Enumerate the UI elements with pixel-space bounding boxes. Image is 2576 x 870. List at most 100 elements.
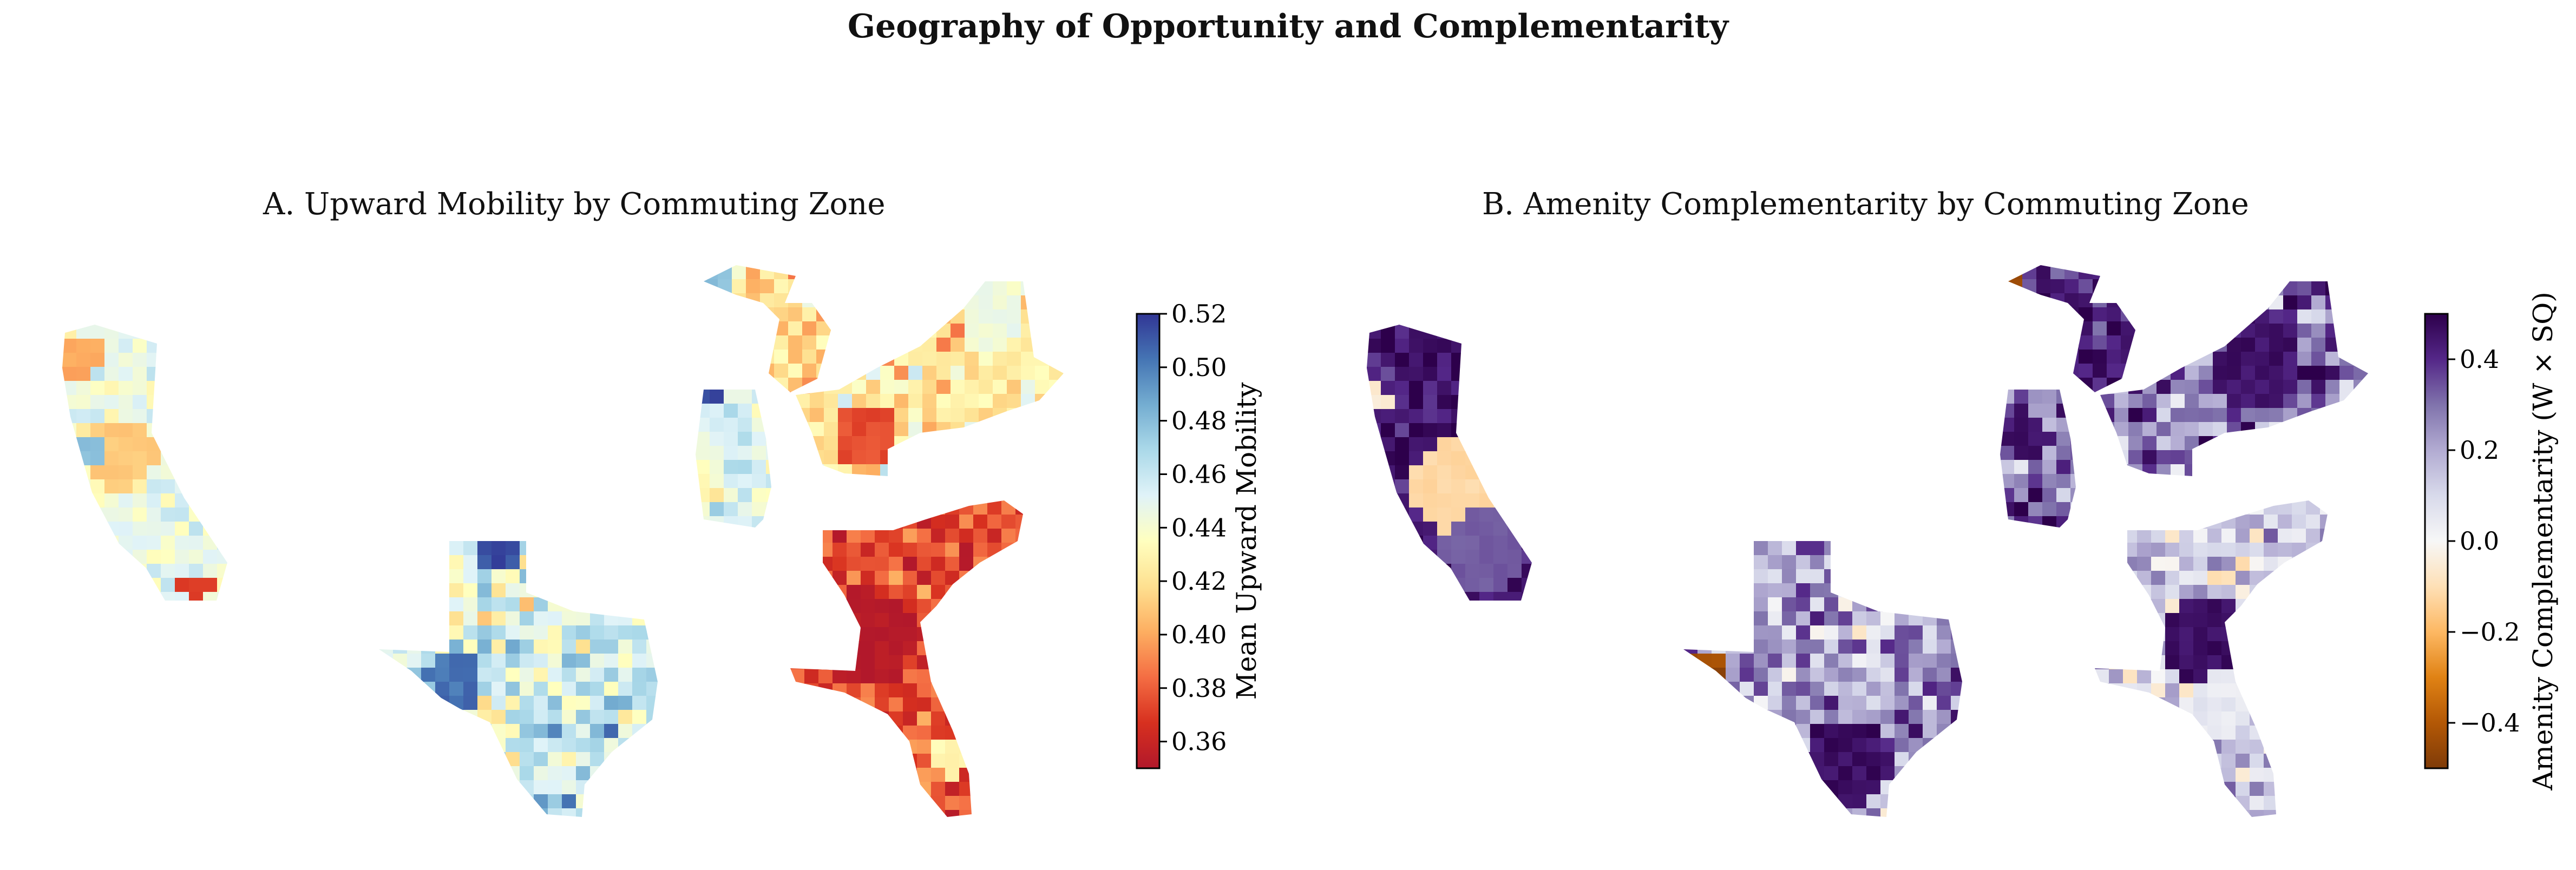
commuting-zone <box>903 669 917 684</box>
commuting-zone <box>2095 557 2109 571</box>
commuting-zone <box>1367 423 1381 438</box>
commuting-zone <box>903 571 917 585</box>
commuting-zone <box>76 353 91 367</box>
commuting-zone <box>90 339 105 353</box>
commuting-zone <box>2264 810 2278 817</box>
commuting-zone <box>1683 738 1698 753</box>
commuting-zone <box>2207 782 2222 796</box>
commuting-zone <box>724 502 738 517</box>
commuting-zone <box>1782 555 1797 570</box>
commuting-zone <box>908 380 923 394</box>
commuting-zone <box>880 422 895 437</box>
commuting-zone <box>1754 668 1768 682</box>
commuting-zone <box>2306 726 2321 740</box>
commuting-zone <box>1683 555 1698 570</box>
commuting-zone <box>2109 754 2123 768</box>
commuting-zone <box>2297 295 2312 310</box>
commuting-zone <box>2368 281 2382 296</box>
commuting-zone <box>2241 338 2256 352</box>
commuting-zone <box>119 522 133 536</box>
commuting-zone <box>908 394 923 408</box>
commuting-zone <box>1782 611 1797 626</box>
commuting-zone <box>1740 780 1754 795</box>
commuting-zone <box>2207 810 2222 817</box>
commuting-zone <box>104 465 119 480</box>
commuting-zone <box>2121 350 2135 364</box>
commuting-zone <box>2179 683 2194 698</box>
commuting-zone <box>1409 536 1424 550</box>
commuting-zone <box>2306 669 2321 684</box>
commuting-zone <box>2142 450 2157 465</box>
commuting-zone <box>2227 436 2241 451</box>
commuting-zone <box>2165 571 2180 585</box>
commuting-zone <box>477 625 492 640</box>
commuting-zone <box>590 738 605 753</box>
commuting-zone <box>2137 726 2152 740</box>
commuting-zone <box>917 768 932 782</box>
commuting-zone <box>2311 422 2326 437</box>
commuting-zone <box>866 394 881 408</box>
commuting-zone <box>2157 324 2171 338</box>
commuting-zone <box>2306 754 2321 768</box>
commuting-zone <box>2171 352 2185 366</box>
commuting-zone <box>2368 295 2382 310</box>
colorbar-tick-label: 0.46 <box>1171 459 1227 489</box>
commuting-zone <box>1726 597 1740 612</box>
commuting-zone <box>1479 465 1494 480</box>
commuting-zone <box>917 585 932 599</box>
commuting-zone <box>922 366 937 380</box>
commuting-zone <box>2008 279 2023 294</box>
commuting-zone <box>2264 627 2278 642</box>
commuting-zone <box>1740 724 1754 739</box>
commuting-zone <box>1866 640 1881 654</box>
commuting-zone <box>1465 465 1480 480</box>
commuting-zone <box>491 597 506 612</box>
commuting-zone <box>2028 516 2043 528</box>
commuting-zone <box>604 640 619 654</box>
commuting-zone <box>2121 364 2135 378</box>
commuting-zone <box>2128 464 2143 476</box>
commuting-zone <box>203 550 218 564</box>
commuting-zone <box>903 641 917 656</box>
commuting-zone <box>1824 541 1839 556</box>
commuting-zone <box>2320 641 2328 656</box>
commuting-zone <box>2283 281 2298 296</box>
commuting-zone <box>2064 335 2079 350</box>
commuting-zone <box>2165 683 2180 698</box>
commuting-zone <box>646 682 658 696</box>
commuting-zone <box>119 507 133 522</box>
commuting-zone <box>2142 281 2157 296</box>
commuting-zone <box>2070 488 2076 503</box>
commuting-zone <box>2114 380 2129 394</box>
panel-a-title: A. Upward Mobility by Commuting Zone <box>263 187 886 222</box>
commuting-zone <box>1507 578 1522 592</box>
commuting-zone <box>2199 324 2213 338</box>
commuting-zone <box>2320 613 2328 628</box>
commuting-zone <box>1395 339 1410 353</box>
commuting-zone <box>2250 500 2264 515</box>
commuting-zone <box>917 726 932 740</box>
commuting-zone <box>1852 682 1867 696</box>
commuting-zone <box>2213 281 2227 296</box>
commuting-zone <box>1923 766 1937 781</box>
commuting-zone <box>2241 352 2256 366</box>
commuting-zone <box>1923 808 1937 817</box>
commuting-zone <box>90 423 105 438</box>
commuting-zone <box>1522 325 1532 339</box>
commuting-zone <box>506 583 520 598</box>
commuting-zone <box>987 529 1002 543</box>
commuting-zone <box>1951 780 1962 795</box>
commuting-zone <box>738 488 752 503</box>
commuting-zone <box>2014 404 2029 418</box>
commuting-zone <box>2207 571 2222 585</box>
commuting-zone <box>1754 541 1768 556</box>
commuting-zone <box>1381 353 1395 367</box>
commuting-zone <box>2278 669 2292 684</box>
commuting-zone <box>993 394 1007 408</box>
commuting-zone <box>2128 394 2143 408</box>
commuting-zone <box>90 479 105 494</box>
commuting-zone <box>965 408 979 423</box>
commuting-zone <box>2070 502 2076 517</box>
commuting-zone <box>133 465 147 480</box>
commuting-zone <box>1522 423 1532 438</box>
